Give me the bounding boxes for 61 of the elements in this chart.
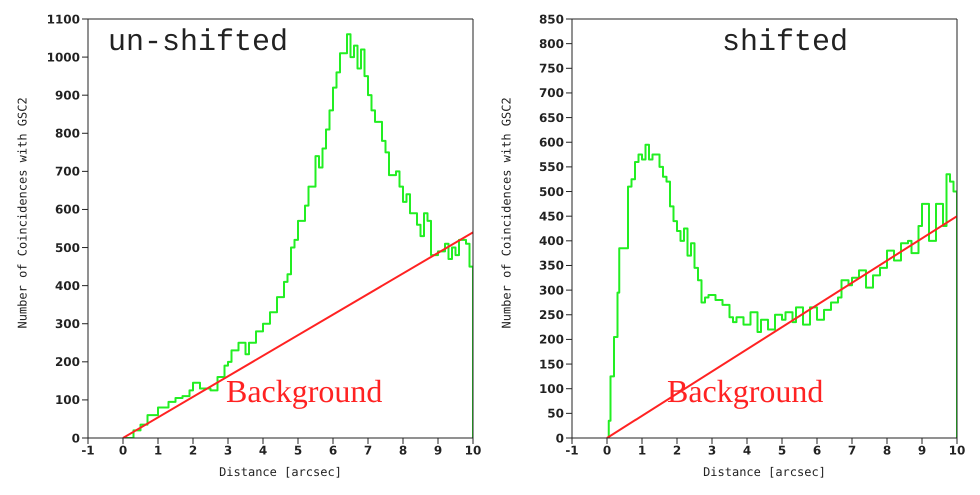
y-tick-label: 600 (54, 202, 80, 217)
y-tick-label: 800 (54, 126, 80, 141)
x-tick-label: 8 (398, 444, 408, 458)
x-axis-title: Distance [arcsec] (703, 465, 826, 479)
y-tick-label: 150 (538, 357, 564, 372)
x-tick-label: 0 (118, 444, 128, 458)
y-tick-label: 450 (538, 209, 564, 224)
x-tick-label: 6 (812, 444, 822, 458)
y-tick-label: 300 (54, 316, 80, 331)
y-axis-title: Number of Coincidences with GSC2 (499, 97, 514, 328)
x-tick-label: 2 (188, 444, 198, 458)
x-tick-label: 2 (672, 444, 682, 458)
x-tick-label: -1 (565, 444, 579, 458)
x-tick-label: 1 (638, 444, 646, 458)
y-tick-label: 650 (538, 110, 564, 125)
y-tick-label: 300 (538, 283, 564, 298)
y-tick-label: 0 (72, 431, 80, 446)
y-tick-label: 500 (538, 184, 564, 199)
chart-title: un-shifted (108, 26, 288, 60)
y-tick-label: 750 (538, 62, 564, 76)
y-tick-label: 200 (54, 355, 80, 370)
x-axis-title: Distance [arcsec] (219, 465, 342, 479)
x-tick-label: 3 (708, 444, 716, 458)
x-tick-label: 10 (464, 444, 482, 458)
y-tick-label: 400 (54, 278, 80, 293)
x-tick-label: 6 (328, 444, 338, 458)
x-tick-label: 9 (918, 444, 926, 458)
x-tick-label: 4 (742, 444, 752, 458)
y-tick-label: 600 (538, 135, 564, 150)
chart-title: shifted (722, 26, 848, 60)
y-tick-label: 700 (538, 86, 564, 100)
x-tick-label: 9 (434, 444, 442, 458)
x-tick-label: 5 (778, 444, 786, 458)
y-tick-label: 1100 (46, 12, 80, 26)
y-tick-label: 500 (54, 240, 80, 255)
y-tick-label: 1000 (46, 50, 80, 64)
y-tick-label: 50 (547, 406, 564, 421)
y-tick-label: 850 (538, 12, 564, 26)
y-tick-label: 800 (538, 36, 564, 51)
x-tick-label: 8 (882, 444, 892, 458)
x-tick-label: 10 (948, 444, 966, 458)
y-tick-label: 400 (538, 234, 564, 248)
y-tick-label: 0 (556, 431, 564, 446)
y-tick-label: 700 (54, 164, 80, 179)
x-tick-label: 3 (224, 444, 232, 458)
x-tick-label: 0 (602, 444, 612, 458)
y-tick-label: 900 (54, 88, 80, 102)
x-tick-label: 7 (364, 444, 372, 458)
y-tick-label: 350 (538, 258, 564, 273)
x-tick-label: 1 (154, 444, 162, 458)
x-tick-label: 5 (294, 444, 302, 458)
y-tick-label: 200 (538, 332, 564, 347)
x-tick-label: -1 (81, 444, 95, 458)
y-tick-label: 250 (538, 308, 564, 322)
series-label: Background (226, 373, 382, 410)
x-tick-label: 4 (258, 444, 268, 458)
y-tick-label: 100 (54, 393, 80, 408)
y-tick-label: 550 (538, 160, 564, 174)
x-tick-label: 7 (848, 444, 856, 458)
y-axis-title: Number of Coincidences with GSC2 (15, 97, 30, 328)
y-tick-label: 100 (538, 382, 564, 396)
